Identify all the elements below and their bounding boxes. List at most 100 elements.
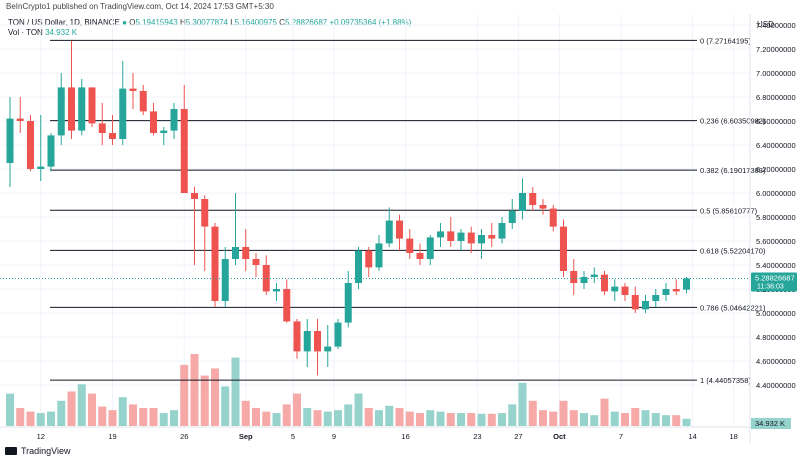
candle-body (252, 259, 260, 265)
open-label: O (129, 18, 136, 27)
candle-body (672, 289, 680, 292)
volume-bar (559, 400, 568, 426)
x-tick-label: 18 (729, 432, 737, 441)
open-value: 5.19415943 (135, 18, 178, 27)
volume-bar (16, 408, 25, 426)
candle-body (498, 223, 506, 239)
y-tick-label: 6.40000000 (756, 141, 796, 150)
x-tick-label: 16 (401, 432, 409, 441)
candle-body (437, 231, 444, 238)
candle-body (580, 277, 588, 283)
volume-bar (518, 382, 527, 426)
y-tick-label: 5.80000000 (756, 213, 796, 222)
volume-bar (498, 413, 506, 426)
candle-body (242, 247, 250, 259)
fib-label-bg (697, 34, 764, 46)
x-tick-label: 19 (108, 432, 116, 441)
volume-legend: Vol · TON 34.932 K (8, 28, 77, 38)
volume-bar (252, 408, 260, 426)
high-label: H (179, 18, 186, 27)
x-tick-label: 5 (291, 432, 295, 441)
volume-bar (57, 400, 66, 426)
y-tick-label: 7.20000000 (756, 45, 796, 54)
volume-bar (549, 411, 558, 426)
volume-bar (211, 368, 219, 426)
volume-bar (313, 410, 322, 426)
volume-badge-label: 34.932 K (755, 419, 785, 428)
volume-bar (385, 405, 394, 426)
fib-label-bg (697, 164, 781, 176)
volume-bar (375, 410, 383, 426)
candle-body (119, 88, 127, 139)
candle-body (262, 265, 270, 292)
candle-body (375, 243, 383, 268)
candle-body (324, 346, 332, 352)
candle-body (529, 193, 537, 205)
candle-body (16, 118, 24, 121)
volume-bar (67, 391, 76, 426)
volume-bar (457, 413, 465, 426)
volume-bar (631, 408, 640, 426)
x-tick-label: Sep (239, 432, 253, 441)
volume-bar (221, 386, 230, 426)
time-axis: 12 19 26 Sep 5 9 16 23 27 Oct 7 14 18 (0, 426, 750, 441)
y-tick-label: 4.80000000 (756, 333, 796, 342)
volume-bar (467, 413, 476, 426)
volume-bar (118, 397, 127, 426)
countdown-label: 11:36:03 (757, 283, 784, 290)
candle-body (180, 109, 188, 193)
candle-body (201, 199, 209, 227)
volume-bar (272, 413, 281, 426)
candle-body (78, 87, 86, 131)
volume-bar (47, 411, 55, 426)
tradingview-logo[interactable]: TradingView (5, 446, 71, 456)
candle-body (150, 111, 157, 133)
volume-bar (364, 408, 373, 426)
volume-bar (159, 413, 168, 426)
symbol-name[interactable]: TON / US Dollar, 1D, BINANCE (8, 18, 120, 27)
volume-bar (241, 400, 250, 426)
candle-body (662, 289, 670, 295)
candle-body (293, 321, 301, 352)
close-value: 5.28826687 (284, 18, 328, 27)
fib-levels: 0 (7.27164195) 0.236 (6.60350982) 0.382 (6… (50, 34, 781, 386)
volume-bar (282, 404, 291, 426)
low-label: L (230, 18, 235, 27)
volume-badge (751, 418, 791, 429)
volume-bar (262, 411, 271, 426)
candle-body (457, 232, 465, 241)
candle-body (447, 231, 455, 241)
candle-body (303, 331, 311, 352)
candle-body (508, 211, 516, 223)
candle-body (642, 301, 649, 310)
volume-bar (539, 410, 547, 426)
volume-bar (26, 411, 35, 426)
candle-body (37, 166, 45, 169)
volume-bar (231, 357, 240, 426)
candle-body (621, 286, 629, 295)
candle-body (488, 235, 496, 239)
fib-label: 1 (4.44057358) (700, 376, 751, 385)
volume-bar (293, 393, 301, 426)
close-label: C (279, 18, 285, 27)
candle-body (406, 238, 414, 253)
candle-body (570, 271, 578, 283)
candle-body (355, 250, 362, 283)
volume-bar (200, 375, 209, 426)
published-text: BeInCrypto1 published on TradingView.com… (6, 2, 274, 11)
volume-bar (180, 364, 189, 426)
candle-body (652, 295, 660, 301)
fib-label: 0.5 (5.85610777) (700, 206, 758, 215)
candle-body (396, 220, 403, 239)
candle-body (426, 237, 434, 259)
candle-body (590, 274, 598, 277)
volume-bar (344, 404, 353, 426)
low-value: 5.16400975 (234, 18, 277, 27)
y-tick-label: 5.00000000 (756, 309, 796, 318)
volume-bar (651, 413, 660, 426)
last-price-badge (751, 272, 797, 292)
volume-bar (528, 400, 537, 426)
candle-body (344, 283, 352, 323)
change-value: +0.09735364 (+1.88%) (329, 18, 412, 27)
